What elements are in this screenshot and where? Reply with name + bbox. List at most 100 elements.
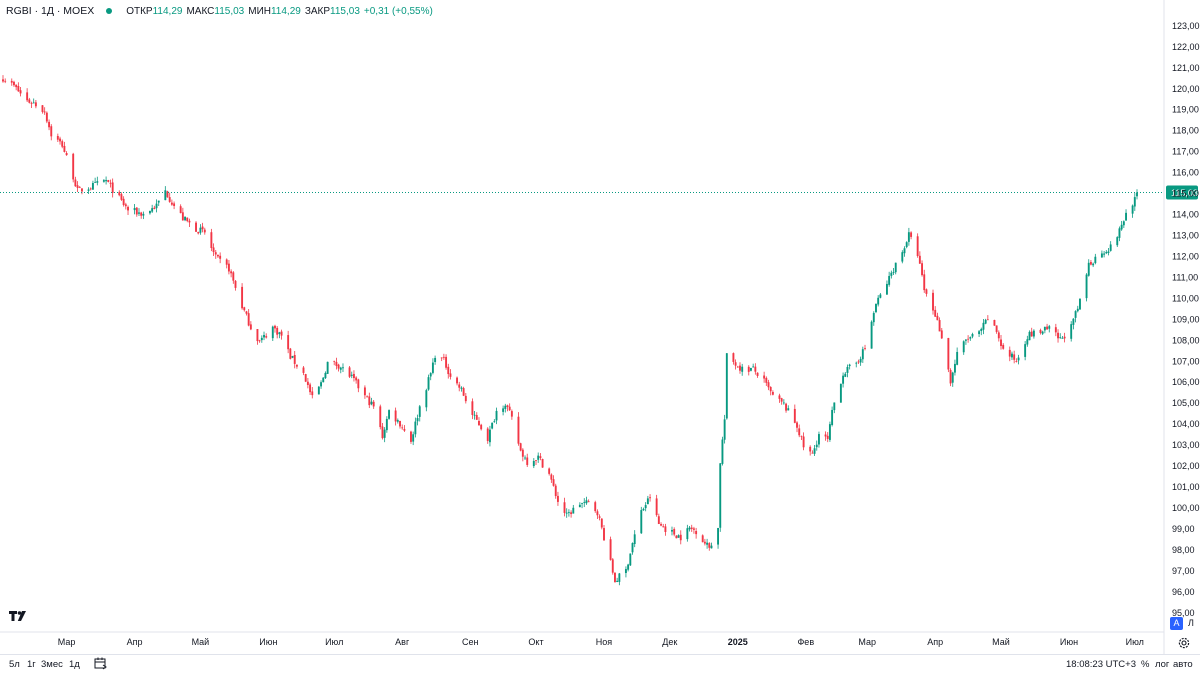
candle-body <box>335 361 338 366</box>
price-chart[interactable]: 115,03 95,00 96,00 97,00 98,00 99,00 100,00 10… <box>0 0 1200 654</box>
candle-body <box>1063 336 1066 339</box>
gear-icon[interactable] <box>1177 636 1191 650</box>
candle-body <box>1011 353 1013 358</box>
range-1y-button[interactable]: 1г <box>27 659 36 670</box>
x-tick-label: 2025 <box>728 637 748 647</box>
price-axis[interactable]: 95,00 96,00 97,00 98,00 99,00 100,00 101,00 102… <box>1172 21 1200 618</box>
candle-body <box>519 443 522 451</box>
calendar-icon[interactable] <box>94 657 108 670</box>
candle-body <box>414 421 417 435</box>
candle-body <box>118 192 121 196</box>
symbol-title[interactable]: RGBI · 1Д · MOEX <box>6 5 95 17</box>
candle-body <box>2 79 4 82</box>
candle-body <box>78 187 81 189</box>
candle-body <box>495 410 498 421</box>
candle-body <box>379 406 382 428</box>
range-5y-button[interactable]: 5л <box>9 659 20 670</box>
candle-body <box>289 348 292 359</box>
clock[interactable]: 18:08:23 UTC+3 <box>1066 659 1136 670</box>
candle-body <box>846 366 849 373</box>
candle-body <box>839 383 842 403</box>
candle-body <box>317 386 320 395</box>
candle-body <box>355 377 358 381</box>
candle-body <box>26 92 29 101</box>
candle-body <box>953 363 956 373</box>
candle-body <box>425 390 428 408</box>
y-tick-label: 104,00 <box>1172 419 1200 429</box>
candle-body <box>210 232 213 249</box>
candle-body <box>1107 251 1110 253</box>
candle-body <box>278 332 281 334</box>
candle-body <box>122 198 125 205</box>
candle-body <box>813 448 816 454</box>
candles-group <box>2 75 1138 586</box>
candle-body <box>32 102 35 104</box>
candle-body <box>739 365 741 371</box>
candle-body <box>243 307 246 311</box>
candle-body <box>701 535 704 543</box>
candle-body <box>120 194 123 200</box>
candle-body <box>570 512 573 515</box>
log-scale-toggle[interactable]: Л <box>1188 618 1194 628</box>
candle-body <box>504 405 507 409</box>
y-tick-label: 110,00 <box>1172 293 1199 303</box>
candle-body <box>916 236 919 256</box>
candle-body <box>306 381 309 385</box>
close-value: 115,03 <box>330 5 360 17</box>
candle-body <box>800 435 803 437</box>
candle-body <box>552 479 555 486</box>
candle-body <box>412 434 415 442</box>
candle-body <box>151 208 154 212</box>
percent-toggle[interactable]: % <box>1141 659 1150 670</box>
candle-body <box>888 275 891 285</box>
candle-body <box>809 446 812 452</box>
candle-body <box>1032 330 1035 337</box>
candle-body <box>750 367 752 371</box>
candle-body <box>181 212 184 221</box>
x-tick-label: Июл <box>1126 637 1144 647</box>
close-label: ЗАКР <box>304 5 331 17</box>
candle-body <box>295 364 298 367</box>
candle-body <box>594 502 597 512</box>
candle-body <box>872 313 875 323</box>
candle-body <box>767 382 770 388</box>
y-tick-label: 95,00 <box>1172 608 1195 618</box>
candle-body <box>184 216 187 221</box>
candle-body <box>265 336 268 338</box>
candle-body <box>366 396 369 398</box>
range-1d-button[interactable]: 1д <box>69 659 80 670</box>
y-tick-label: 108,00 <box>1172 335 1200 345</box>
candle-body <box>517 416 520 444</box>
candle-body <box>664 526 667 532</box>
candle-body <box>585 500 588 504</box>
candle-body <box>153 207 156 209</box>
time-axis[interactable]: Мар Апр Май Июн Июл Авг Сен Окт Ноя Дек 2025 Фев Мар… <box>58 637 1144 647</box>
candle-body <box>1072 318 1075 325</box>
candle-body <box>320 382 322 387</box>
candle-body <box>324 372 327 379</box>
candle-body <box>383 429 386 438</box>
candle-body <box>951 372 954 383</box>
log-toggle[interactable]: лог <box>1155 659 1170 670</box>
candle-body <box>13 81 15 86</box>
y-tick-label: 116,00 <box>1172 168 1199 178</box>
y-tick-label: 100,00 <box>1172 503 1200 513</box>
candle-body <box>1061 337 1064 339</box>
candle-body <box>921 263 923 276</box>
auto-toggle[interactable]: авто <box>1173 659 1193 670</box>
auto-scale-toggle[interactable]: A <box>1170 617 1183 630</box>
candle-body <box>583 502 586 503</box>
range-3m-button[interactable]: 3мес <box>41 659 63 670</box>
candle-body <box>692 528 695 530</box>
candle-body <box>1070 324 1073 339</box>
candle-body <box>539 456 542 459</box>
candle-body <box>611 559 614 573</box>
candle-body <box>969 337 972 339</box>
candle-body <box>135 207 138 215</box>
candle-body <box>723 419 726 440</box>
candle-body <box>396 420 399 422</box>
candle-body <box>431 362 434 373</box>
tradingview-logo[interactable] <box>8 609 28 623</box>
candle-body <box>102 180 105 182</box>
candle-body <box>232 272 235 281</box>
